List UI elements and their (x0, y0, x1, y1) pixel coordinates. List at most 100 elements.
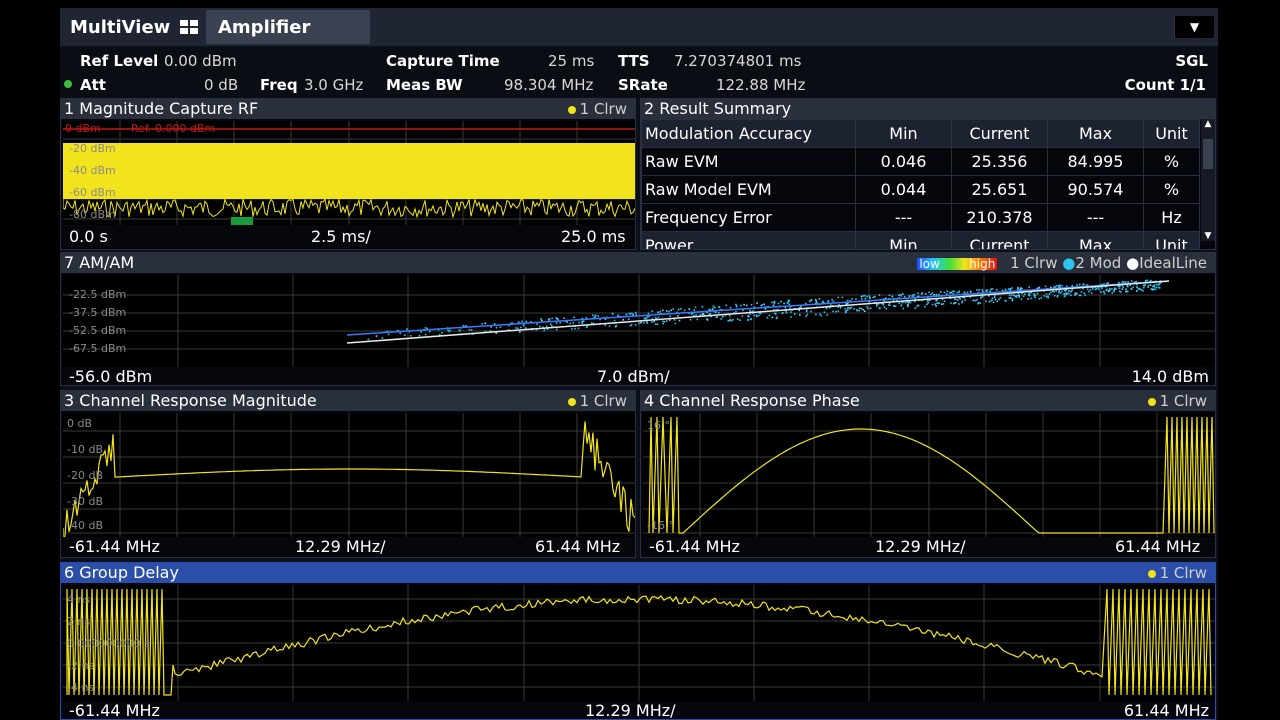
scatter-point (976, 289, 978, 291)
trace-badge[interactable]: 1 Clrw (1147, 391, 1207, 411)
x-div-label: 12.29 MHz/ (295, 537, 386, 556)
column-header[interactable]: Min (855, 119, 952, 148)
result-summary-panel[interactable]: 2 Result Summary Modulation Accuracy Min… (640, 98, 1216, 250)
scatter-point (867, 307, 869, 310)
table-scrollbar[interactable]: ▲ ▼ (1201, 119, 1215, 241)
scatter-point (783, 302, 785, 305)
group-delay-plot[interactable]: 4 ns 2 ns 0.000000000 s -2 ns -4 ns (63, 585, 1215, 701)
scatter-point (907, 302, 910, 304)
scatter-point (977, 291, 980, 294)
scatter-point (1113, 289, 1115, 292)
legend-trace-2[interactable]: 2 Mod (1075, 254, 1122, 272)
am-am-panel[interactable]: 7 AM/AM low high 1 Clrw ●2 Mod ●IdealLin… (60, 252, 1216, 386)
column-header[interactable]: Max (1047, 119, 1144, 148)
ref-level-value[interactable]: 0.00 dBm (164, 52, 237, 70)
chevron-down-icon[interactable]: ▼ (1174, 16, 1214, 38)
capture-window-marker[interactable] (231, 217, 253, 225)
scatter-point (555, 322, 558, 324)
sgl-status[interactable]: SGL (1175, 52, 1208, 70)
scatter-point (729, 319, 731, 322)
scatter-point (716, 316, 718, 318)
scatter-point (1127, 285, 1129, 288)
scatter-point (1055, 290, 1058, 292)
column-header[interactable]: Unit (1143, 119, 1200, 148)
channel-phase-plot[interactable]: 16 ° -16 ° (643, 413, 1215, 537)
trace-label: 1 Clrw (1159, 392, 1207, 410)
legend-trace-1[interactable]: 1 Clrw (1010, 254, 1058, 272)
legend-trace-3[interactable]: IdealLine (1139, 254, 1207, 272)
trace-badge[interactable]: 1 Clrw (567, 391, 627, 411)
freq-value[interactable]: 3.0 GHz (304, 76, 364, 94)
scatter-point (729, 306, 732, 309)
scroll-thumb[interactable] (1203, 139, 1213, 169)
scatter-point (1103, 283, 1105, 285)
capture-time-value[interactable]: 25 ms (548, 52, 595, 70)
column-header[interactable]: Current (951, 119, 1048, 148)
srate-value[interactable]: 122.88 MHz (716, 76, 806, 94)
scatter-point (1078, 283, 1081, 286)
scatter-point (1113, 290, 1115, 293)
scatter-point (928, 299, 931, 302)
scatter-point (628, 312, 631, 315)
scatter-point (924, 305, 926, 308)
scatter-point (921, 299, 923, 302)
scatter-point (839, 307, 842, 309)
y-tick: -37.5 dBm (69, 306, 127, 319)
scatter-point (604, 318, 607, 320)
am-am-plot[interactable]: -22.5 dBm -37.5 dBm -52.5 dBm -67.5 dBm (63, 275, 1215, 367)
scatter-point (1059, 292, 1062, 294)
grid-icon (180, 20, 199, 34)
scatter-point (1020, 298, 1023, 300)
scatter-point (912, 295, 915, 298)
scatter-point (979, 302, 982, 304)
column-header[interactable]: Min (855, 231, 952, 249)
scatter-point (935, 299, 937, 302)
channel-response-magnitude-panel[interactable]: 3 Channel Response Magnitude 1 Clrw 0 dB… (60, 390, 636, 558)
column-header[interactable]: Power (641, 231, 856, 249)
magnitude-capture-plot[interactable]: 0 dBm Ref. 0.000 dBm -20 dBm -40 dBm -60… (62, 121, 636, 225)
scatter-point (756, 302, 758, 305)
group-delay-svg (63, 585, 1215, 701)
channel-response-phase-panel[interactable]: 4 Channel Response Phase 1 Clrw 16 ° -16… (640, 390, 1216, 558)
tts-value: 7.270374801 ms (674, 52, 802, 70)
column-header[interactable]: Current (951, 231, 1048, 249)
scatter-point (953, 290, 956, 293)
att-value[interactable]: 0 dB (204, 76, 239, 94)
group-delay-panel[interactable]: 6 Group Delay 1 Clrw 4 ns 2 ns 0.0000000… (60, 562, 1216, 720)
scatter-point (559, 321, 561, 324)
scatter-point (581, 321, 583, 323)
scroll-up-icon[interactable]: ▲ (1204, 119, 1212, 129)
meas-bw-value[interactable]: 98.304 MHz (504, 76, 594, 94)
column-header[interactable]: Max (1047, 231, 1144, 249)
scatter-point (914, 307, 916, 309)
ref-marker-label: Ref. 0.000 dBm (131, 122, 216, 135)
scatter-point (936, 302, 938, 305)
scatter-point (424, 333, 427, 336)
x-div-label: 12.29 MHz/ (585, 701, 676, 720)
column-header[interactable]: Modulation Accuracy (641, 119, 856, 148)
scatter-point (787, 299, 790, 302)
channel-magnitude-plot[interactable]: 0 dB -10 dB -20 dB -30 dB -40 dB (62, 413, 636, 543)
table-row[interactable]: Raw Model EVM 0.044 25.651 90.574 % (641, 175, 1200, 204)
y-tick: -20 dB (67, 469, 103, 482)
scatter-point (551, 317, 553, 320)
scatter-point (1029, 291, 1032, 294)
table-row[interactable]: Frequency Error --- 210.378 --- Hz (641, 203, 1200, 232)
scatter-point (771, 316, 774, 319)
scatter-point (898, 302, 900, 304)
scroll-down-icon[interactable]: ▼ (1204, 231, 1212, 241)
color-scale-bar: low high (917, 257, 998, 271)
tab-amplifier[interactable]: Amplifier (206, 10, 370, 44)
table-row[interactable]: Raw EVM 0.046 25.356 84.995 % (641, 147, 1200, 176)
scatter-point (651, 310, 654, 312)
tab-multiview[interactable]: MultiView (64, 10, 206, 44)
scatter-point (1061, 290, 1063, 293)
trace-badge[interactable]: 1 Clrw (567, 99, 627, 119)
scatter-point (695, 314, 697, 316)
scatter-point (866, 305, 868, 308)
magnitude-capture-panel[interactable]: 1 Magnitude Capture RF 1 Clrw 0 dBm Ref.… (60, 98, 636, 250)
column-header[interactable]: Unit (1143, 231, 1200, 249)
scatter-point (906, 301, 909, 303)
scatter-point (1058, 290, 1061, 292)
trace-badge[interactable]: 1 Clrw (1147, 563, 1207, 583)
